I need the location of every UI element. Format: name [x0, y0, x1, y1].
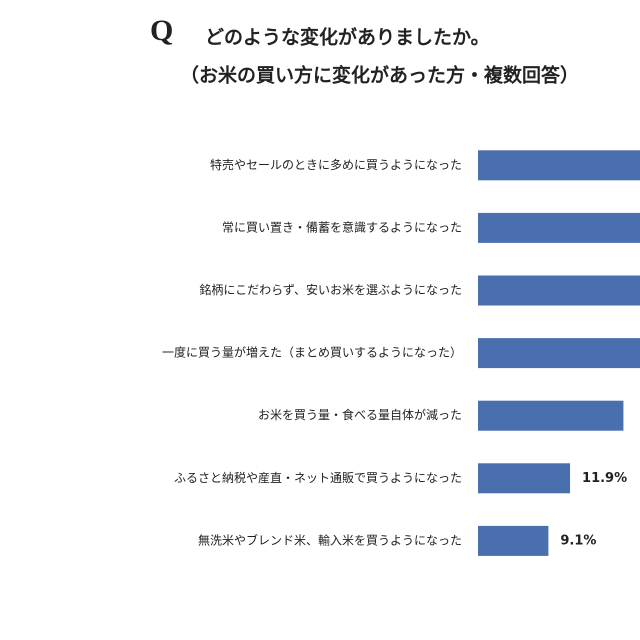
- category-label: 特売やセールのときに多めに買うようになった: [210, 157, 462, 172]
- category-label: 一度に買う量が増えた（まとめ買いするようになった）: [162, 345, 462, 360]
- chart-title: どのような変化がありましたか。: [205, 26, 490, 49]
- bar: [478, 525, 549, 556]
- category-label: ふるさと納税や産直・ネット通販で買うようになった: [174, 470, 462, 485]
- value-label: 11.9%: [582, 471, 627, 486]
- title-mark: Q: [150, 14, 173, 47]
- bar: [478, 150, 640, 181]
- category-label: 無洗米やブレンド米、輸入米を買うようになった: [198, 532, 462, 547]
- bar: [478, 400, 624, 431]
- bar: [478, 275, 640, 306]
- chart-subtitle: （お米の買い方に変化があった方・複数回答）: [180, 64, 579, 87]
- category-label: 常に買い置き・備蓄を意識するようになった: [222, 219, 462, 234]
- bar: [478, 338, 640, 369]
- value-label: 9.1%: [560, 533, 596, 548]
- bar: [478, 212, 640, 243]
- category-label: 銘柄にこだわらず、安いお米を選ぶようになった: [199, 282, 462, 297]
- bar: [478, 463, 571, 494]
- category-label: お米を買う量・食べる量自体が減った: [258, 407, 462, 422]
